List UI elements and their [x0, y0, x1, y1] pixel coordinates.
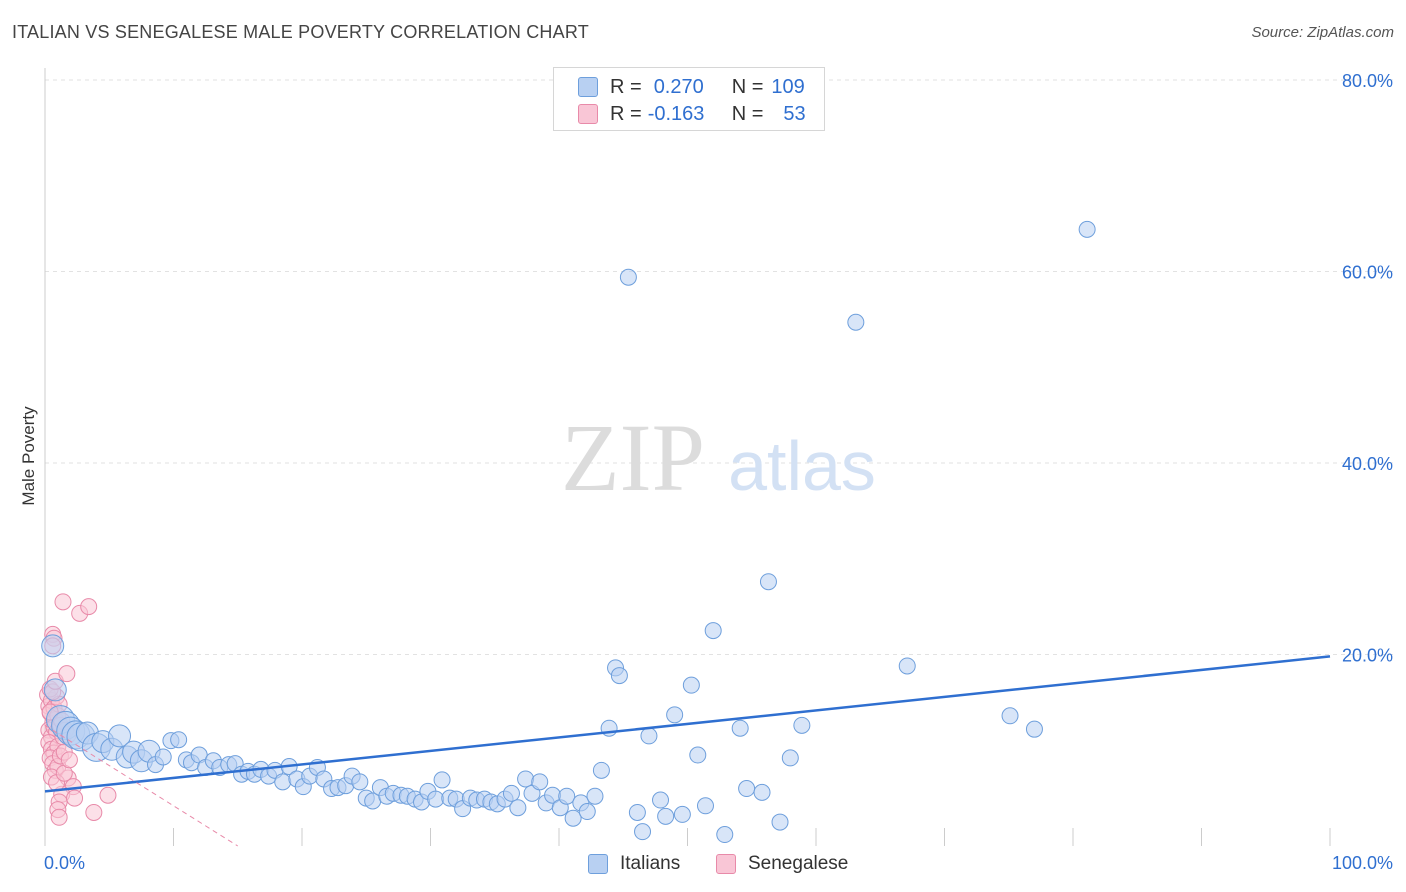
chart-title: ITALIAN VS SENEGALESE MALE POVERTY CORRE… — [12, 22, 589, 42]
senegalese-point — [58, 665, 76, 683]
italians-point — [1001, 707, 1019, 725]
italians-point — [847, 313, 865, 331]
italians-point — [427, 790, 445, 808]
x-tick-label: 100.0% — [1332, 853, 1393, 873]
italians-point — [509, 799, 527, 817]
legend-row-senegalese: R = -0.163 N = 53 — [578, 101, 806, 127]
senegalese-swatch — [578, 104, 598, 124]
italians-point — [793, 716, 811, 734]
italians-point — [610, 667, 628, 685]
italians-point — [43, 678, 67, 702]
italians-point — [502, 784, 520, 802]
italians-point — [592, 761, 610, 779]
axis-labels: 20.0% 40.0% 60.0% 80.0% 0.0% 100.0% Male Pover… — [19, 71, 1393, 873]
y-tick-label: 40.0% — [1342, 454, 1393, 474]
r-label: R = — [610, 75, 642, 98]
senegalese-point — [99, 786, 117, 804]
r-label: R = — [610, 102, 642, 125]
italians-trendline — [44, 655, 1331, 793]
italians-point — [634, 823, 652, 841]
senegalese-point — [80, 598, 98, 616]
senegalese-point — [85, 803, 103, 821]
y-axis-label: Male Poverty — [19, 406, 38, 506]
italians-point — [759, 573, 777, 591]
italians-point — [753, 783, 771, 801]
senegalese-point — [54, 593, 72, 611]
senegalese-point — [50, 808, 68, 826]
italians-point — [652, 791, 670, 809]
italians-point — [716, 826, 734, 844]
italians-point — [531, 773, 549, 791]
italians-point — [640, 727, 658, 745]
trendlines — [44, 655, 1331, 847]
senegalese-swatch — [716, 854, 736, 874]
italians-point — [351, 773, 369, 791]
italians-point — [41, 634, 65, 658]
italians-point — [170, 731, 188, 749]
source-credit: Source: ZipAtlas.com — [1251, 24, 1394, 41]
bottom-legend-italians[interactable]: Italians — [588, 851, 680, 877]
italians-point — [898, 657, 916, 675]
y-tick-label: 20.0% — [1342, 646, 1393, 666]
y-tick-label: 60.0% — [1342, 263, 1393, 283]
italians-point — [586, 787, 604, 805]
italians-point — [689, 746, 707, 764]
senegalese-point — [60, 751, 78, 769]
italians-points — [41, 220, 1096, 844]
italians-point — [564, 809, 582, 827]
italians-point — [154, 748, 172, 766]
italians-point — [108, 724, 132, 748]
italians-point — [1025, 720, 1043, 738]
n-value: 53 — [783, 102, 806, 125]
italians-point — [517, 770, 535, 788]
n-value: 109 — [771, 75, 805, 98]
italians-point — [578, 803, 596, 821]
x-tick-label: 0.0% — [44, 853, 85, 873]
italians-label: Italians — [620, 853, 681, 874]
italians-point — [673, 805, 691, 823]
italians-point — [696, 797, 714, 815]
y-tick-label: 80.0% — [1342, 71, 1393, 91]
italians-point — [731, 719, 749, 737]
watermark-atlas: atlas — [728, 427, 876, 505]
italians-point — [274, 773, 292, 791]
senegalese-trendline — [44, 724, 239, 847]
n-label: N = — [731, 75, 764, 98]
italians-point — [666, 706, 684, 724]
italians-point — [682, 676, 700, 694]
watermark-zip: ZIP — [561, 404, 705, 511]
italians-point — [1078, 220, 1096, 238]
grid-lines — [45, 79, 1394, 655]
r-value: -0.163 — [647, 102, 705, 125]
senegalese-label: Senegalese — [748, 853, 849, 874]
italians-swatch — [578, 77, 598, 97]
italians-point — [558, 787, 576, 805]
italians-point — [433, 771, 451, 789]
italians-point — [771, 813, 789, 831]
watermark: ZIP atlas — [561, 404, 876, 511]
italians-point — [657, 807, 675, 825]
r-value: 0.270 — [653, 75, 704, 98]
italians-point — [738, 780, 756, 798]
italians-point — [781, 749, 799, 767]
italians-swatch — [588, 854, 608, 874]
italians-point — [619, 268, 637, 286]
legend-row-italians: R = 0.270 N = 109 — [578, 74, 805, 100]
italians-point — [628, 803, 646, 821]
n-label: N = — [731, 102, 764, 125]
senegalese-point — [66, 789, 84, 807]
stats-legend: R = 0.270 N = 109 R = -0.163 N = 53 — [553, 67, 825, 131]
bottom-legend-senegalese[interactable]: Senegalese — [716, 851, 848, 877]
italians-point — [704, 622, 722, 640]
